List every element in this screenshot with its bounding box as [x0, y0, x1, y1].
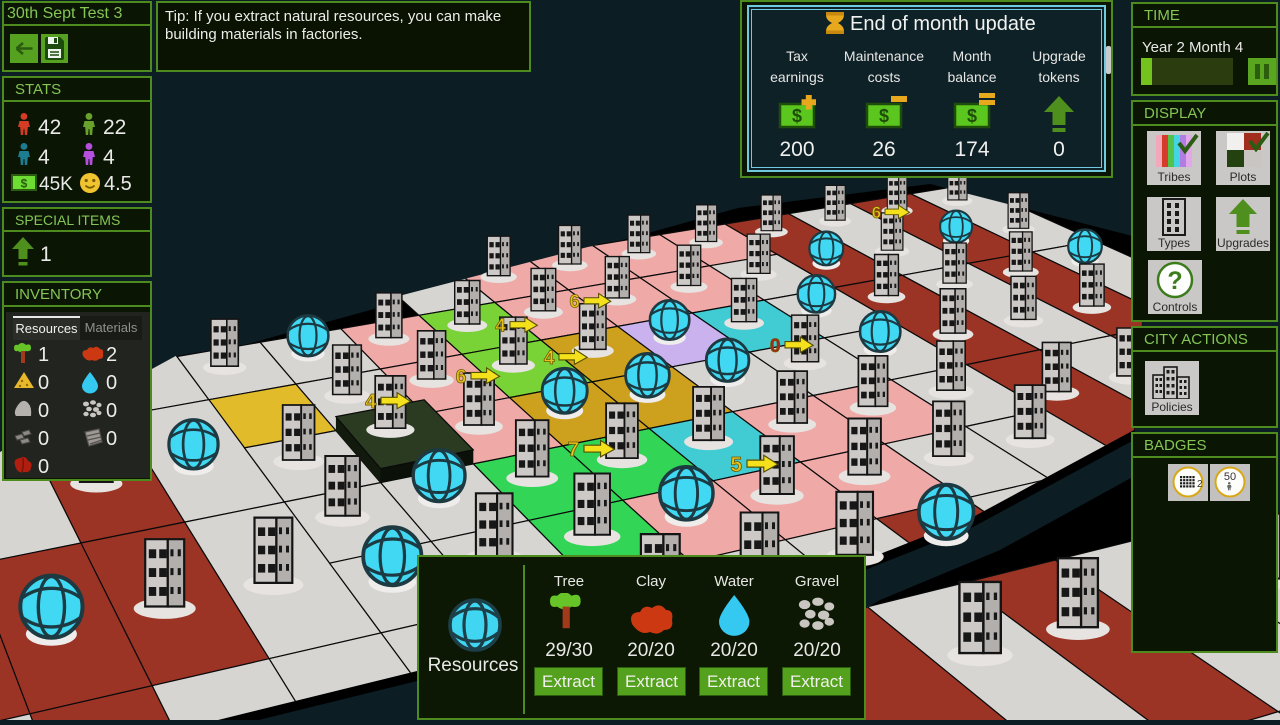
svg-text:0: 0 [38, 372, 49, 394]
svg-text:Month: Month [953, 48, 992, 64]
svg-text:0: 0 [106, 428, 117, 450]
svg-text:?: ? [1167, 267, 1182, 295]
svg-text:174: 174 [954, 138, 989, 161]
svg-text:4: 4 [495, 315, 506, 336]
svg-text:$: $ [792, 106, 802, 126]
svg-text:costs: costs [868, 69, 901, 85]
svg-text:$: $ [21, 177, 28, 191]
svg-text:0: 0 [106, 400, 117, 422]
svg-text:End of month update: End of month update [850, 13, 1036, 35]
svg-text:tokens: tokens [1038, 69, 1079, 85]
svg-text:4: 4 [365, 391, 377, 413]
svg-text:2: 2 [1197, 479, 1203, 490]
svg-text:Upgrade: Upgrade [1032, 48, 1086, 64]
svg-text:4: 4 [544, 348, 555, 369]
svg-text:earnings: earnings [770, 69, 824, 85]
svg-text:4: 4 [38, 146, 50, 169]
svg-text:6: 6 [456, 366, 467, 388]
svg-text:0: 0 [106, 372, 117, 394]
svg-text:22: 22 [103, 116, 126, 139]
svg-text:0: 0 [38, 428, 49, 450]
svg-text:5: 5 [730, 453, 742, 476]
svg-text:$: $ [967, 106, 977, 126]
svg-text:0: 0 [38, 456, 49, 478]
svg-text:2: 2 [106, 344, 117, 366]
svg-text:1: 1 [40, 243, 52, 266]
svg-text:1: 1 [38, 344, 49, 366]
svg-text:26: 26 [872, 138, 895, 161]
svg-text:4: 4 [103, 146, 115, 169]
svg-text:4.5: 4.5 [104, 173, 132, 195]
svg-text:Tax: Tax [786, 48, 808, 64]
svg-text:6: 6 [570, 290, 580, 311]
svg-text:50: 50 [1224, 471, 1236, 483]
svg-text:Maintenance: Maintenance [844, 48, 924, 64]
svg-text:0: 0 [770, 336, 781, 357]
svg-text:0: 0 [1053, 138, 1065, 161]
svg-text:$: $ [879, 106, 889, 126]
svg-text:45K: 45K [39, 174, 73, 195]
svg-text:6: 6 [872, 203, 881, 222]
svg-text:7: 7 [568, 438, 580, 461]
svg-text:0: 0 [38, 400, 49, 422]
svg-text:42: 42 [38, 116, 61, 139]
svg-text:balance: balance [947, 69, 996, 85]
svg-text:200: 200 [779, 138, 814, 161]
